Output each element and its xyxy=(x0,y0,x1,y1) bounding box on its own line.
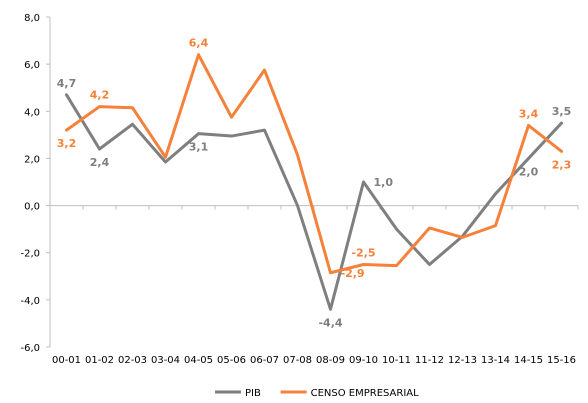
data-label: 4,2 xyxy=(90,89,110,102)
series-layer xyxy=(65,53,563,311)
y-tick-label: 0,0 xyxy=(24,202,40,213)
x-tick-label: 13-14 xyxy=(481,355,510,366)
y-tick-label: 6,0 xyxy=(24,60,40,71)
series-line-censo-empresarial xyxy=(65,53,563,275)
x-tick-label: 00-01 xyxy=(52,355,81,366)
data-label: 2,3 xyxy=(552,158,572,171)
data-label: 4,7 xyxy=(57,77,77,90)
data-label: 3,1 xyxy=(189,141,209,154)
data-label: -4,4 xyxy=(318,316,342,329)
x-tick-label: 12-13 xyxy=(448,355,477,366)
x-tick-label: 02-03 xyxy=(118,355,147,366)
x-tick-label: 11-12 xyxy=(415,355,444,366)
data-label: 2,0 xyxy=(519,165,539,178)
series-line-pib xyxy=(65,93,563,311)
x-tick-label: 08-09 xyxy=(316,355,345,366)
legend-label: PIB xyxy=(245,388,261,399)
x-tick-label: 14-15 xyxy=(514,355,543,366)
axes: 8,0 6,0 4,0 2,0 0,0 -2,0 -4,0 -6,0 00-01 01-02 02-… xyxy=(20,13,579,366)
x-tick-label: 05-06 xyxy=(217,355,246,366)
data-labels: 4,7 2,4 3,1 -4,4 1,0 2,0 3,5 3,2 4,2 6,4 -2,9 -2,5 3… xyxy=(57,37,572,330)
x-tick-label: 04-05 xyxy=(184,355,213,366)
x-tick-label: 09-10 xyxy=(349,355,378,366)
data-label: -2,5 xyxy=(351,247,375,260)
data-label: 6,4 xyxy=(189,37,209,50)
data-label: 3,5 xyxy=(552,105,572,118)
data-label: 3,2 xyxy=(57,137,77,150)
y-tick-label: 2,0 xyxy=(24,154,40,165)
x-tick-label: 03-04 xyxy=(151,355,180,366)
data-label: 2,4 xyxy=(90,156,110,169)
data-label: -2,9 xyxy=(341,267,365,280)
x-tick-label: 07-08 xyxy=(283,355,312,366)
x-tick-label: 06-07 xyxy=(250,355,279,366)
x-tick-label: 01-02 xyxy=(85,355,114,366)
data-label: 3,4 xyxy=(519,107,539,120)
x-tick-label: 15-16 xyxy=(547,355,576,366)
data-label: 1,0 xyxy=(374,176,394,189)
y-tick-label: -6,0 xyxy=(20,343,40,354)
x-tick-label: 10-11 xyxy=(382,355,411,366)
y-tick-label: -4,0 xyxy=(20,296,40,307)
y-tick-label: 4,0 xyxy=(24,107,40,118)
y-tick-label: 8,0 xyxy=(24,13,40,24)
y-tick-label: -2,0 xyxy=(20,249,40,260)
legend-label: CENSO EMPRESARIAL xyxy=(311,388,420,399)
legend: PIB CENSO EMPRESARIAL xyxy=(215,388,419,399)
